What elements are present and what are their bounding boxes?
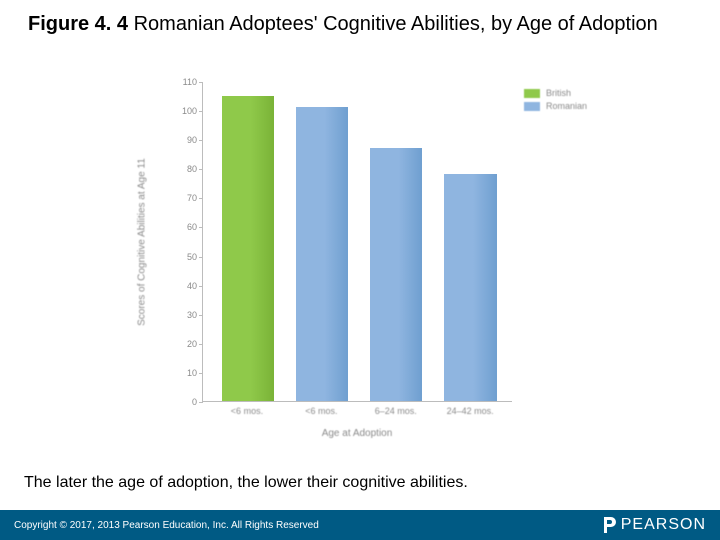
pearson-p-icon [602, 516, 618, 534]
y-axis-label: Scores of Cognitive Abilities at Age 11 [137, 158, 148, 326]
figure-label: Figure 4. 4 [28, 13, 128, 35]
y-tick-mark [199, 344, 203, 345]
y-tick-label: 40 [157, 281, 197, 291]
figure-text: Romanian Adoptees' Cognitive Abilities, … [128, 13, 658, 35]
figure-title: Figure 4. 4 Romanian Adoptees' Cognitive… [28, 12, 692, 37]
bar [444, 174, 497, 401]
y-tick-mark [199, 111, 203, 112]
copyright-text: Copyright © 2017, 2013 Pearson Education… [14, 520, 319, 531]
y-tick-label: 60 [157, 222, 197, 232]
x-axis-label: Age at Adoption [202, 428, 512, 439]
y-tick-mark [199, 315, 203, 316]
y-tick-label: 50 [157, 252, 197, 262]
y-tick-mark [199, 402, 203, 403]
footer-bar: Copyright © 2017, 2013 Pearson Education… [0, 510, 720, 540]
x-tick-label: <6 mos. [305, 406, 337, 416]
brand-text: PEARSON [621, 516, 706, 534]
x-tick-label: <6 mos. [231, 406, 263, 416]
y-tick-mark [199, 169, 203, 170]
y-tick-mark [199, 198, 203, 199]
x-tick-label: 6–24 mos. [375, 406, 417, 416]
legend-item: Romanian [524, 101, 587, 111]
y-tick-mark [199, 140, 203, 141]
bar [370, 148, 423, 401]
y-tick-mark [199, 227, 203, 228]
caption: The later the age of adoption, the lower… [24, 474, 696, 492]
legend: British Romanian [524, 88, 587, 114]
title-area: Figure 4. 4 Romanian Adoptees' Cognitive… [0, 0, 720, 41]
bar [222, 96, 275, 401]
bars-container [203, 82, 512, 401]
y-tick-mark [199, 82, 203, 83]
brand-logo: PEARSON [602, 516, 706, 534]
plot-area: 0102030405060708090100110 [202, 82, 512, 402]
y-tick-label: 30 [157, 310, 197, 320]
y-tick-label: 20 [157, 339, 197, 349]
y-tick-mark [199, 373, 203, 374]
legend-label: British [546, 88, 571, 98]
y-tick-label: 100 [157, 106, 197, 116]
slide: Figure 4. 4 Romanian Adoptees' Cognitive… [0, 0, 720, 540]
legend-swatch [524, 102, 540, 111]
legend-swatch [524, 89, 540, 98]
y-tick-label: 0 [157, 397, 197, 407]
legend-item: British [524, 88, 587, 98]
y-tick-label: 10 [157, 368, 197, 378]
y-tick-mark [199, 257, 203, 258]
y-tick-label: 80 [157, 164, 197, 174]
y-tick-label: 90 [157, 135, 197, 145]
chart: Scores of Cognitive Abilities at Age 11 … [120, 72, 600, 452]
bar [296, 107, 349, 401]
legend-label: Romanian [546, 101, 587, 111]
y-tick-label: 70 [157, 193, 197, 203]
y-tick-label: 110 [157, 77, 197, 87]
y-tick-mark [199, 286, 203, 287]
x-tick-label: 24–42 mos. [447, 406, 494, 416]
